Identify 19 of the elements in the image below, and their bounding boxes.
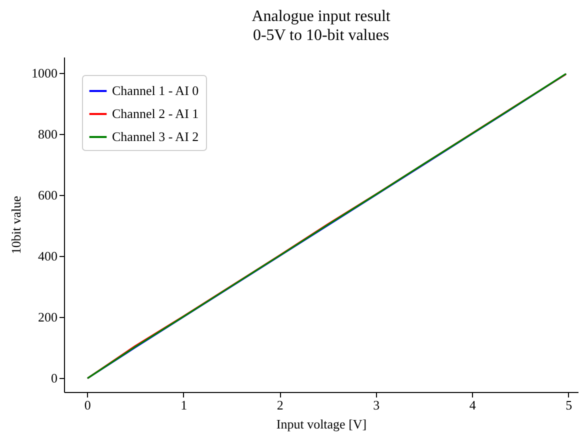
legend-label: Channel 2 - AI 1 <box>112 106 199 121</box>
y-tick-label: 200 <box>38 309 58 324</box>
x-tick-label: 3 <box>373 398 380 412</box>
y-tick-label: 600 <box>38 187 58 202</box>
chart-subtitle: 0-5V to 10-bit values <box>252 27 390 44</box>
x-tick-label: 0 <box>84 398 91 412</box>
y-axis-title: 10bit value <box>8 196 24 254</box>
x-tick-label: 4 <box>469 398 476 412</box>
x-tick-label: 5 <box>566 398 572 412</box>
legend-label: Channel 1 - AI 0 <box>112 83 199 98</box>
y-tick-label: 800 <box>38 126 58 142</box>
y-tick-label: 1000 <box>32 65 58 80</box>
chart-title: Analogue input result <box>252 8 391 25</box>
x-tick-label: 2 <box>276 398 284 412</box>
legend-label: Channel 3 - AI 2 <box>112 129 199 144</box>
y-tick-label: 400 <box>38 248 58 264</box>
x-tick-label: 1 <box>180 398 188 412</box>
x-axis-title: Input voltage [V] <box>276 416 367 432</box>
y-tick-label: 0 <box>51 370 58 386</box>
